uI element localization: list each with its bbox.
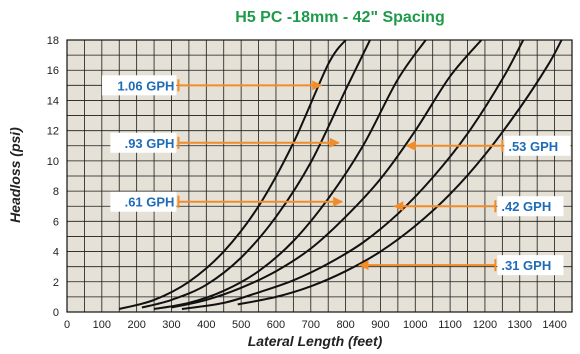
x-tick-label: 1400: [542, 319, 566, 331]
series-line: [153, 40, 427, 310]
x-tick-label: 900: [371, 319, 389, 331]
x-tick-label: 600: [267, 319, 285, 331]
series-line: [171, 40, 483, 309]
series-line: [237, 40, 563, 306]
annotation-label-bg: [497, 196, 564, 217]
y-tick-label: 12: [47, 126, 59, 138]
y-axis-label: Headloss (psi): [7, 127, 23, 223]
x-tick-label: 1200: [473, 319, 497, 331]
plot-frame: [66, 39, 573, 313]
annotation-label: .31 GPH: [501, 258, 551, 273]
x-tick-label: 500: [232, 319, 250, 331]
annotations: 1.06 GPH .93 GPH .61 GPH .53 GPH .42 GPH .31 …: [102, 75, 571, 276]
y-tick-label: 4: [53, 247, 59, 259]
annotation-label-bg: [497, 255, 564, 276]
y-tick-label: 18: [47, 35, 59, 47]
chart-title: H5 PC -18mm - 42" Spacing: [235, 9, 444, 26]
annotation-label: .53 GPH: [508, 139, 558, 154]
annotation-label-bg: [504, 135, 571, 156]
annotation-label: 1.06 GPH: [117, 78, 174, 93]
x-tick-label: 1100: [438, 319, 462, 331]
annotation-label: .42 GPH: [501, 199, 551, 214]
y-tick-label: 14: [47, 95, 59, 107]
x-tick-label: 200: [127, 319, 145, 331]
y-tick-label: 6: [53, 216, 59, 228]
x-tick-label: 800: [336, 319, 354, 331]
y-tick-label: 0: [53, 307, 59, 319]
annotation-label-bg: [102, 75, 177, 96]
series-line: [118, 40, 347, 310]
x-tick-label: 1000: [403, 319, 427, 331]
x-tick-label: 700: [302, 319, 320, 331]
series-line: [181, 40, 525, 310]
x-tick-label: 400: [197, 319, 215, 331]
series-lines: [118, 40, 563, 310]
series-line: [141, 40, 371, 309]
x-tick-label: 300: [162, 319, 180, 331]
y-tick-label: 8: [53, 186, 59, 198]
x-tick-label: 0: [64, 319, 70, 331]
annotation-label-bg: [110, 132, 177, 153]
axes: 0 100 200 300 400 500 600 700 800 900 1000 1100 1200…: [47, 35, 573, 331]
annotation-label: .61 GPH: [125, 195, 175, 210]
y-tick-label: 10: [47, 156, 59, 168]
x-axis-label: Lateral Length (feet): [248, 333, 383, 349]
y-tick-label: 2: [53, 277, 59, 289]
x-tick-label: 100: [93, 319, 111, 331]
y-tick-label: 16: [47, 65, 59, 77]
annotation-label: .93 GPH: [125, 136, 175, 151]
x-tick-label: 1300: [508, 319, 532, 331]
annotation-label-bg: [110, 191, 177, 212]
